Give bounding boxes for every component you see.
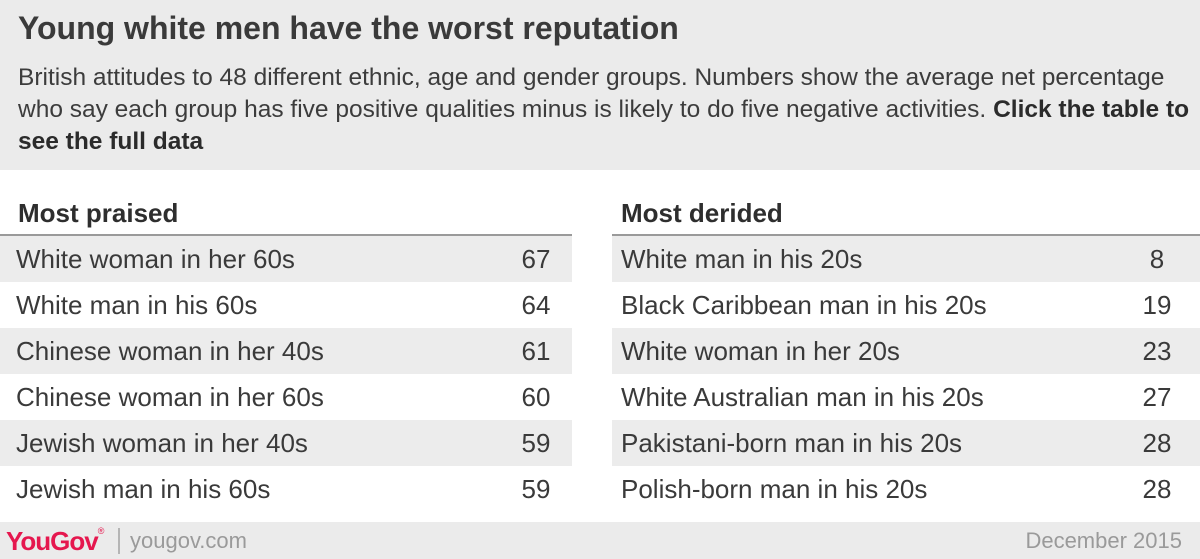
registered-mark: ® xyxy=(97,526,105,536)
row-value: 61 xyxy=(521,336,551,366)
row-label: Black Caribbean man in his 20s xyxy=(621,290,987,320)
site-link[interactable]: yougov.com xyxy=(130,528,247,553)
table-row[interactable]: Chinese woman in her 40s 61 xyxy=(0,328,572,374)
subtitle-text: British attitudes to 48 different ethnic… xyxy=(18,64,1165,123)
most-derided-rows: White man in his 20s 8 Black Caribbean man… xyxy=(612,236,1200,512)
row-value: 64 xyxy=(521,290,551,320)
most-praised-table[interactable]: Most praised White woman in her 60s 67 Whi… xyxy=(0,192,572,512)
row-value: 59 xyxy=(521,428,551,458)
table-row[interactable]: White man in his 20s 8 xyxy=(612,236,1200,282)
row-label: White woman in her 60s xyxy=(16,244,295,274)
row-label: White woman in her 20s xyxy=(621,336,900,366)
row-value: 28 xyxy=(1142,428,1172,458)
table-row[interactable]: Chinese woman in her 60s 60 xyxy=(0,374,572,420)
row-value: 27 xyxy=(1142,382,1172,412)
row-value: 60 xyxy=(521,382,551,412)
row-label: Jewish woman in her 40s xyxy=(16,428,308,458)
row-label: Pakistani-born man in his 20s xyxy=(621,428,963,458)
table-row[interactable]: Jewish woman in her 40s 59 xyxy=(0,420,572,466)
row-label: Polish-born man in his 20s xyxy=(621,474,928,504)
most-praised-heading: Most praised xyxy=(0,192,572,236)
table-row[interactable]: White Australian man in his 20s 27 xyxy=(612,374,1200,420)
table-row[interactable]: Black Caribbean man in his 20s 19 xyxy=(612,282,1200,328)
table-row[interactable]: Jewish man in his 60s 59 xyxy=(0,466,572,512)
most-derided-heading: Most derided xyxy=(612,192,1200,236)
yougov-logo: YouGov® xyxy=(6,526,105,557)
row-value: 67 xyxy=(521,244,551,274)
row-value: 59 xyxy=(521,474,551,504)
row-label: White Australian man in his 20s xyxy=(621,382,984,412)
table-row[interactable]: Polish-born man in his 20s 28 xyxy=(612,466,1200,512)
footer-divider xyxy=(118,528,120,554)
row-value: 8 xyxy=(1149,244,1165,274)
logo-text: YouGov xyxy=(6,526,99,556)
table-row[interactable]: White woman in her 20s 23 xyxy=(612,328,1200,374)
row-label: White man in his 60s xyxy=(16,290,258,320)
chart-title: Young white men have the worst reputatio… xyxy=(18,10,679,46)
table-row[interactable]: Pakistani-born man in his 20s 28 xyxy=(612,420,1200,466)
most-praised-rows: White woman in her 60s 67 White man in his… xyxy=(0,236,572,512)
row-label: White man in his 20s xyxy=(621,244,863,274)
row-label: Chinese woman in her 40s xyxy=(16,336,324,366)
row-value: 23 xyxy=(1142,336,1172,366)
chart-subtitle: British attitudes to 48 different ethnic… xyxy=(18,62,1198,158)
row-value: 19 xyxy=(1142,290,1172,320)
row-value: 28 xyxy=(1142,474,1172,504)
most-derided-table[interactable]: Most derided White man in his 20s 8 Black … xyxy=(612,192,1200,512)
table-row[interactable]: White man in his 60s 64 xyxy=(0,282,572,328)
publish-date: December 2015 xyxy=(1025,528,1182,553)
row-label: Chinese woman in her 60s xyxy=(16,382,324,412)
header-band: Young white men have the worst reputatio… xyxy=(0,0,1200,170)
table-row[interactable]: White woman in her 60s 67 xyxy=(0,236,572,282)
full-data-link[interactable]: Click the table to see the full data xyxy=(18,96,1190,155)
row-label: Jewish man in his 60s xyxy=(16,474,271,504)
footer-band: YouGov® yougov.com December 2015 xyxy=(0,522,1200,559)
